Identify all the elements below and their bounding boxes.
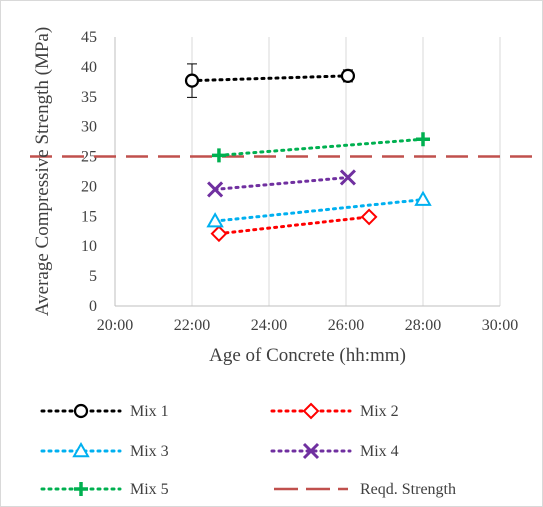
data-point-circle [184,73,200,88]
data-point-triangle [414,190,432,206]
legend-item: Mix 3 [40,441,169,460]
series-mix-2 [210,208,378,243]
data-point-plus [211,148,226,163]
x-tick-label: 28:00 [405,317,441,334]
x-tick-label: 26:00 [328,317,364,334]
series-layer [184,63,432,243]
series-line [213,198,425,223]
series-line [213,175,350,191]
y-tick-label: 45 [81,29,97,46]
y-axis-title: Average Compressive Strength (MPa) [32,27,53,316]
x-axis-title: Age of Concrete (hh:mm) [209,345,406,366]
y-tick-label: 30 [81,119,97,136]
series-mix-5 [211,132,430,163]
data-point-x [302,442,320,460]
data-point-plus [416,132,430,147]
legend-item: Mix 5 [40,481,169,498]
series-mix-3 [206,190,432,228]
series-line [217,215,371,236]
data-point-triangle [206,212,224,228]
data-point-diamond [360,208,378,226]
axes: 20:00 22:00 24:00 26:00 28:00 30:00 0 5 10 15 20 25… [81,29,518,334]
data-point-circle [340,68,356,83]
y-tick-label: 15 [81,208,97,225]
data-point-diamond [210,225,228,243]
x-tick-label: 24:00 [251,317,287,334]
legend-label: Mix 1 [130,403,169,420]
y-tick-label: 0 [89,298,97,315]
y-tick-label: 40 [81,59,97,76]
y-tick-label: 20 [81,178,97,195]
legend-label: Reqd. Strength [360,481,456,498]
legend: Mix 1 Mix 2 Mix 3 Mix 4 Mix 5 Reqd. Strength [40,402,456,498]
data-point-x [339,169,356,186]
legend-label: Mix 2 [360,403,399,420]
series-mix-1 [184,63,356,98]
legend-item: Mix 1 [40,403,169,420]
legend-label: Mix 5 [130,481,169,498]
x-tick-label: 20:00 [97,317,133,334]
data-point-circle [73,403,89,419]
series-line [190,74,350,83]
legend-label: Mix 3 [130,443,169,460]
series-mix-4 [207,169,356,198]
x-tick-label: 30:00 [482,317,518,334]
data-point-x [207,181,224,198]
x-tick-label: 22:00 [174,317,210,334]
legend-item: Mix 4 [270,442,399,460]
legend-item: Mix 2 [270,402,399,420]
y-tick-label: 35 [81,89,97,106]
y-tick-label: 25 [81,149,97,166]
y-tick-label: 10 [81,238,97,255]
data-point-triangle [72,441,90,458]
legend-item: Reqd. Strength [274,481,456,498]
y-tick-label: 5 [89,268,97,285]
legend-label: Mix 4 [360,443,399,460]
data-point-diamond [302,402,320,420]
series-line [217,137,425,157]
data-point-plus [74,482,88,496]
